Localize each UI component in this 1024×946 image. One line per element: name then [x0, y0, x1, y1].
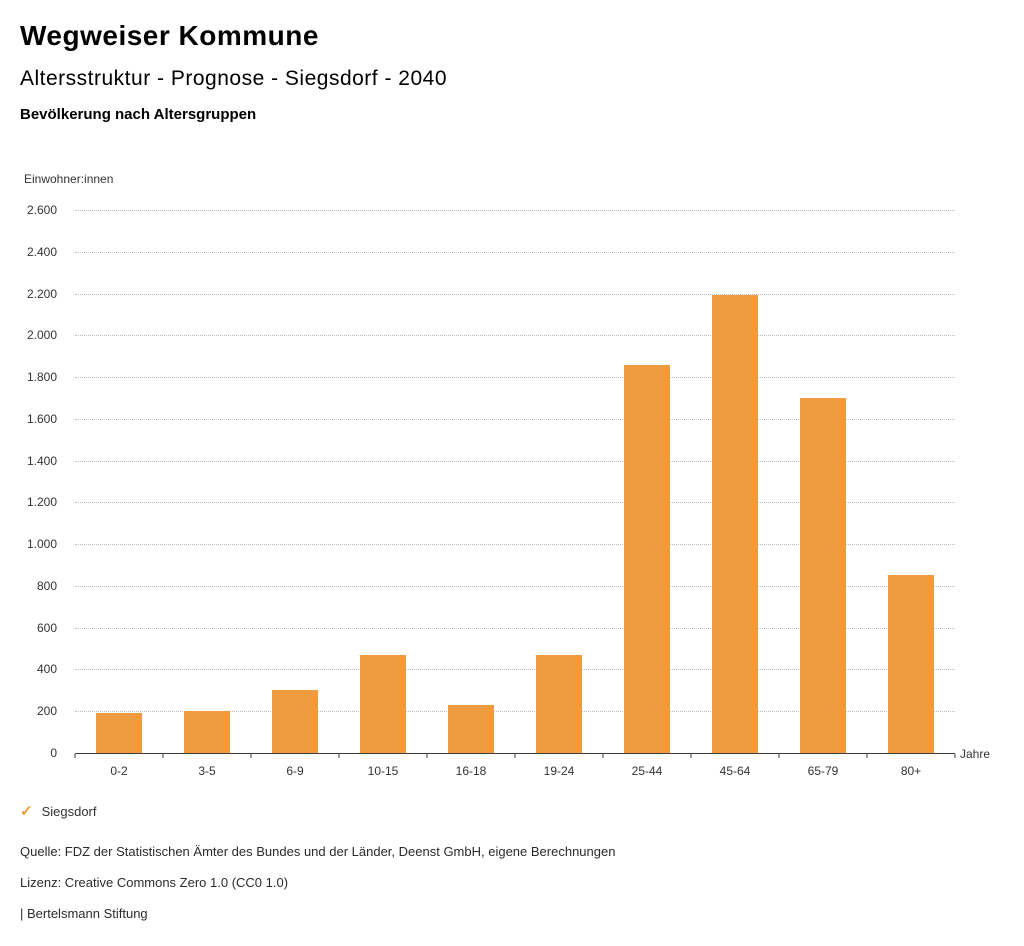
bar-0-2[interactable]: [96, 713, 142, 753]
gridline: [75, 669, 955, 671]
y-tick-label: 2.200: [26, 286, 57, 301]
x-tick-label: 0-2: [110, 764, 128, 778]
x-tick-label: 16-18: [455, 764, 487, 778]
y-tick-label: 1.200: [26, 495, 57, 510]
axis-tick: [602, 754, 604, 758]
x-tick-label: 45-64: [719, 764, 751, 778]
bar-16-18[interactable]: [448, 704, 494, 753]
x-tick-label: 80+: [900, 764, 922, 778]
gridline: [75, 210, 955, 211]
bar-65-79[interactable]: [800, 397, 846, 753]
axis-tick: [690, 754, 692, 758]
gridline: [75, 711, 955, 713]
y-tick-label: 2.000: [26, 328, 57, 343]
bar-6-9[interactable]: [272, 690, 318, 753]
y-tick-label: 2.600: [26, 203, 57, 217]
axis-tick: [514, 754, 516, 758]
gridline: [75, 585, 955, 587]
x-tick-label: 19-24: [543, 764, 575, 778]
x-axis-unit-label: Jahre: [960, 747, 991, 761]
bar-80+[interactable]: [888, 575, 934, 753]
axis-tick: [74, 754, 76, 758]
legend-label: Siegsdorf: [41, 804, 97, 819]
page-title: Wegweiser Kommune: [20, 20, 319, 51]
y-tick-label: 2.400: [26, 244, 57, 259]
x-axis-labels: 0-2 3-5 6-9 10-15 16-18 19-24 25-44 45-64 65-79 8…: [75, 764, 955, 784]
chart-subtitle: Altersstruktur - Prognose - Siegsdorf - …: [20, 67, 448, 90]
plot-area: [74, 210, 956, 758]
x-tick-label: 10-15: [367, 764, 399, 778]
axis-tick: [338, 754, 340, 758]
axis-tick: [954, 754, 956, 758]
bar-45-64[interactable]: [712, 294, 758, 753]
x-tick-label: 3-5: [198, 764, 216, 778]
brand-text: | Bertelsmann Stiftung: [20, 906, 148, 921]
y-axis-labels: 0 200 400 600 800 1.000 1.200 1.400 1.600 1.800 2.…: [0, 203, 57, 760]
gridline: [75, 251, 955, 253]
y-tick-label: 1.400: [26, 453, 57, 468]
axis-tick: [866, 754, 868, 758]
x-tick-label: 25-44: [631, 764, 663, 778]
gridline: [75, 293, 955, 295]
bar-25-44[interactable]: [624, 364, 670, 753]
gridline: [75, 544, 955, 546]
y-tick-label: 200: [36, 704, 57, 719]
legend-check-icon: ✓: [20, 803, 33, 820]
gridline: [75, 335, 955, 337]
gridline: [75, 502, 955, 504]
bar-10-15[interactable]: [360, 654, 406, 753]
y-tick-label: 600: [36, 620, 57, 635]
axis-tick: [778, 754, 780, 758]
x-tick-label: 6-9: [286, 764, 304, 778]
chart-heading: Bevölkerung nach Altersgruppen: [20, 106, 257, 123]
legend-item-siegsdorf[interactable]: ✓ Siegsdorf: [20, 804, 97, 819]
y-tick-label: 1.800: [26, 370, 57, 385]
license-text: Lizenz: Creative Commons Zero 1.0 (CC0 1…: [20, 875, 289, 890]
gridline: [75, 377, 955, 379]
x-tick-label: 65-79: [807, 764, 839, 778]
bar-19-24[interactable]: [536, 654, 582, 753]
axis-tick: [426, 754, 428, 758]
y-tick-label: 1.600: [26, 411, 57, 426]
y-axis-unit-label: Einwohner:innen: [24, 172, 114, 186]
y-tick-label: 1.000: [26, 537, 57, 552]
gridline: [75, 460, 955, 462]
axis-tick: [250, 754, 252, 758]
axis-tick: [162, 754, 164, 758]
bar-3-5[interactable]: [184, 711, 230, 753]
gridline: [75, 418, 955, 420]
y-tick-label: 400: [36, 662, 57, 677]
gridline: [75, 627, 955, 629]
source-text: Quelle: FDZ der Statistischen Ämter des …: [20, 844, 616, 859]
y-tick-label: 800: [36, 578, 57, 593]
y-tick-label: 0: [50, 746, 57, 760]
